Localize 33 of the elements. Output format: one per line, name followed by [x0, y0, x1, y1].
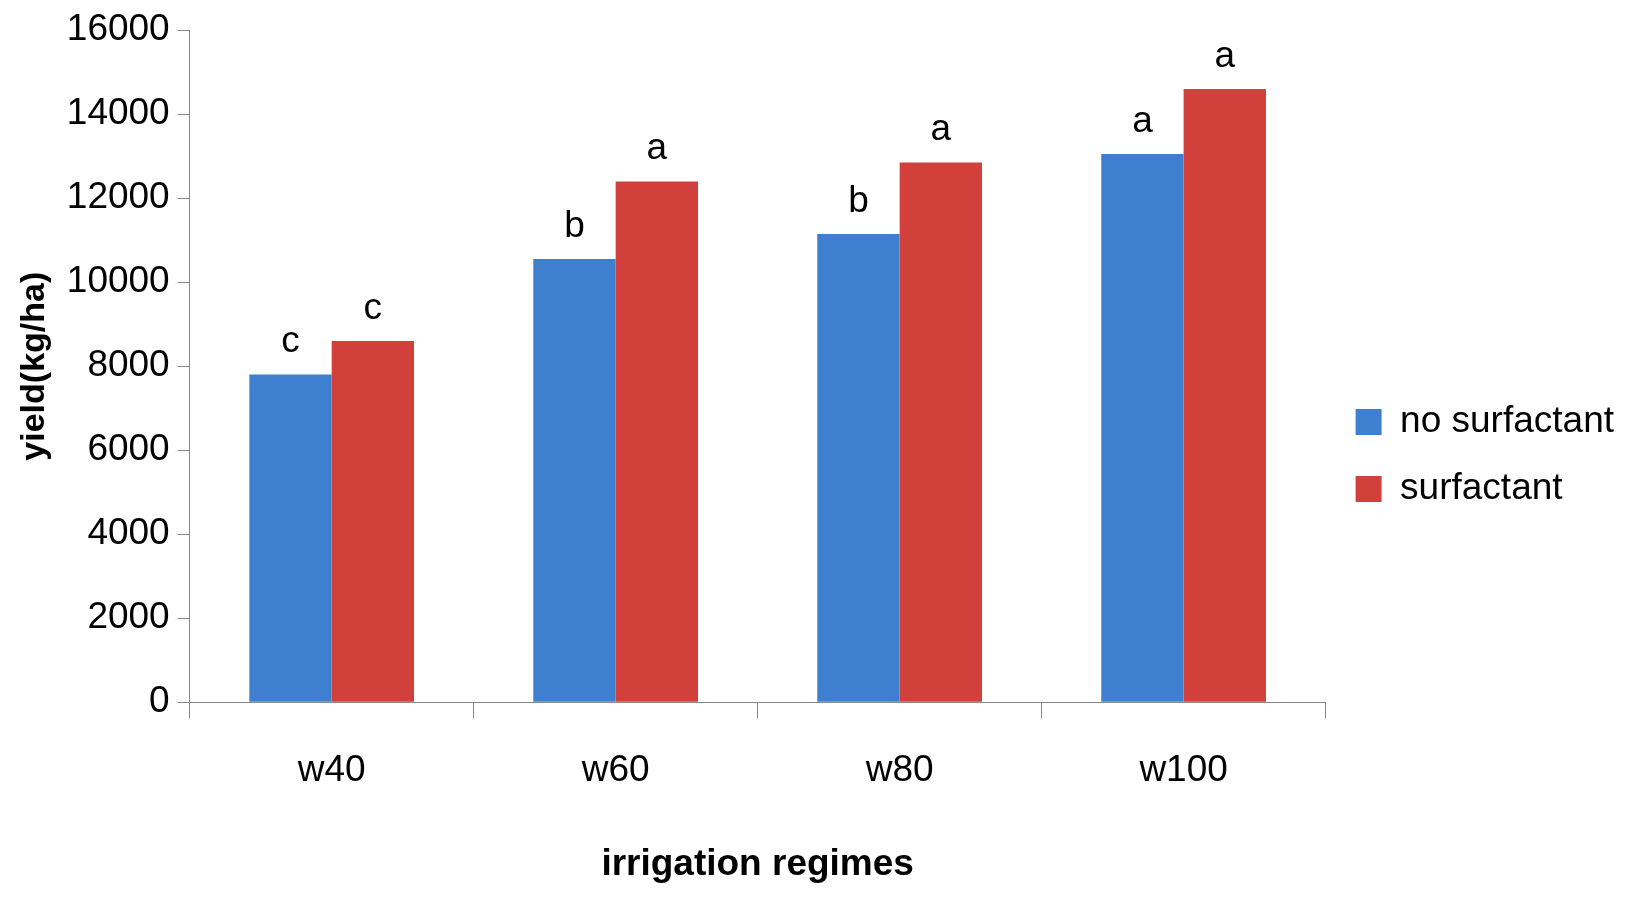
x-tick-label: w80	[864, 747, 934, 789]
bar	[615, 181, 699, 702]
y-tick-label: 2000	[87, 595, 170, 637]
y-tick-label: 12000	[66, 175, 170, 217]
y-tick-label: 6000	[87, 427, 170, 469]
x-tick-label: w100	[1138, 747, 1228, 789]
annotation: b	[848, 178, 869, 220]
bar	[817, 233, 900, 702]
y-tick-label: 14000	[66, 91, 170, 133]
bar	[249, 374, 332, 702]
bar	[533, 259, 616, 702]
annotation: a	[646, 126, 668, 168]
bar	[899, 162, 982, 702]
annotation: a	[930, 107, 952, 149]
annotation: a	[1214, 33, 1236, 75]
y-tick-label: 4000	[87, 511, 170, 553]
bar	[1101, 154, 1184, 702]
bar	[1183, 89, 1266, 702]
y-tick-label: 16000	[66, 7, 170, 49]
y-axis-title: yield(kg/ha)	[12, 271, 51, 461]
annotation: a	[1132, 98, 1154, 140]
y-tick-label: 10000	[66, 259, 170, 301]
annotation: c	[363, 285, 383, 327]
y-tick-label: 0	[149, 679, 170, 721]
bar	[331, 341, 415, 702]
x-axis-title: irrigation regimes	[601, 842, 914, 883]
annotation: c	[281, 319, 300, 361]
legend-label: surfactant	[1400, 466, 1564, 508]
y-tick-label: 8000	[87, 343, 170, 385]
x-tick-label: w60	[580, 747, 650, 789]
annotation: b	[564, 203, 585, 245]
legend-label: no surfactant	[1400, 399, 1615, 441]
x-tick-label: w40	[296, 747, 366, 789]
